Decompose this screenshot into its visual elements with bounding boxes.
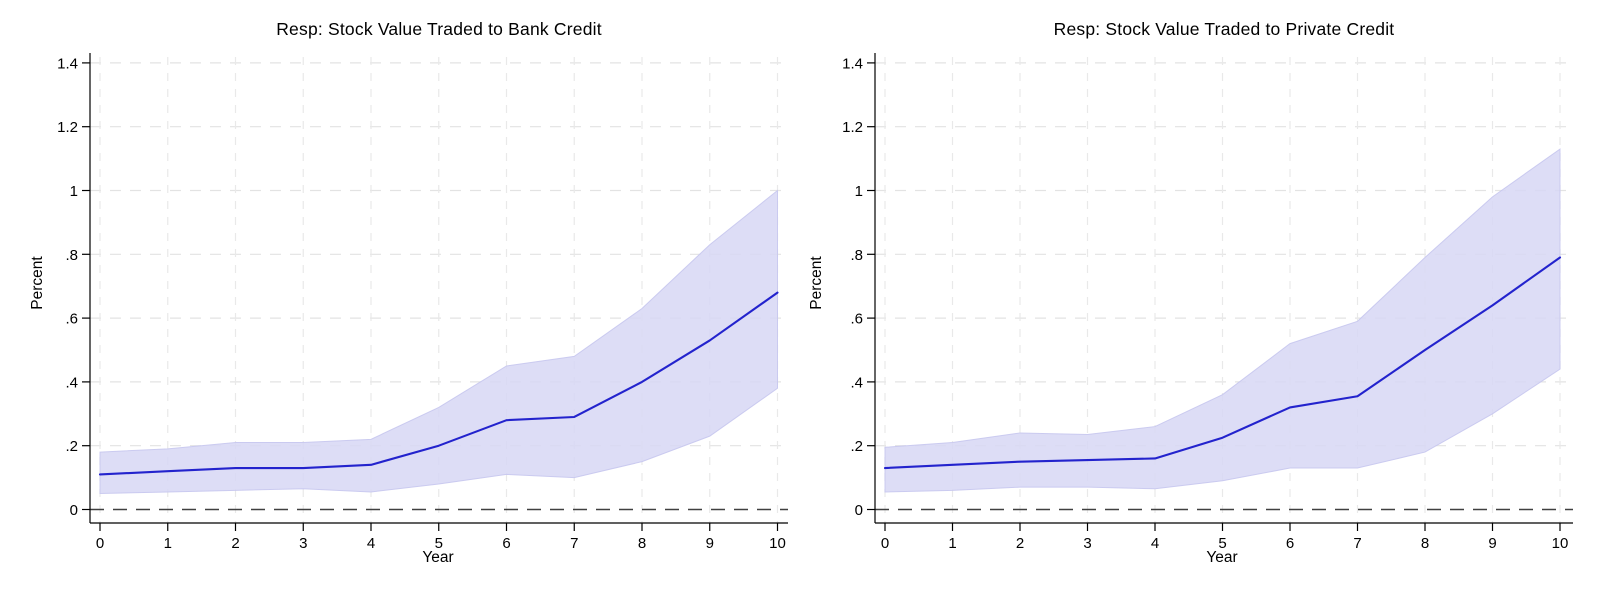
- y-tick-label: .8: [850, 247, 863, 264]
- x-tick-label: 5: [1218, 535, 1226, 552]
- x-tick-label: 5: [435, 535, 443, 552]
- y-tick-label: 1.4: [57, 55, 78, 72]
- x-axis-label-left: Year: [422, 549, 454, 566]
- x-tick-label: 3: [1083, 535, 1091, 552]
- x-tick-label: 7: [570, 535, 578, 552]
- y-tick-label: .2: [65, 438, 78, 455]
- y-tick-label: .2: [850, 438, 863, 455]
- x-tick-label: 9: [706, 535, 714, 552]
- y-tick-label: 1.4: [842, 55, 863, 72]
- x-tick-label: 10: [1552, 535, 1569, 552]
- response-line-private-credit: [883, 256, 1562, 470]
- y-tick-label: .6: [850, 311, 863, 328]
- y-tick-label: .4: [850, 374, 863, 391]
- y-axis-label-right: Percent: [808, 256, 825, 310]
- x-tick-label: 2: [231, 535, 239, 552]
- x-tick-label: 9: [1488, 535, 1496, 552]
- y-axis-label-left: Percent: [29, 256, 46, 310]
- axes-private-credit: 0 .2 .4 .6 .8 1 1.2 1.4 0 1 2 3 4 5 6 7 8 9 10: [842, 53, 1573, 552]
- y-tick-label: 1.2: [57, 119, 78, 136]
- x-tick-label: 4: [1151, 535, 1159, 552]
- y-tick-label: 1: [70, 183, 78, 200]
- x-tick-label: 7: [1353, 535, 1361, 552]
- x-tick-label: 6: [1286, 535, 1294, 552]
- confidence-band-bank-credit: [99, 189, 778, 495]
- x-axis-label-right: Year: [1206, 549, 1238, 566]
- y-tick-label: 1.2: [842, 119, 863, 136]
- x-tick-label: 3: [299, 535, 307, 552]
- panel-private-credit: 0 .2 .4 .6 .8 1 1.2 1.4 0 1 2 3 4 5 6 7 8 9 10: [842, 53, 1573, 552]
- y-tick-label: .4: [65, 374, 78, 391]
- x-tick-label: 10: [769, 535, 786, 552]
- x-tick-label: 8: [638, 535, 646, 552]
- y-tick-label: .6: [65, 311, 78, 328]
- y-tick-label: .8: [65, 247, 78, 264]
- x-tick-label: 2: [1016, 535, 1024, 552]
- x-tick-label: 8: [1421, 535, 1429, 552]
- x-tick-label: 0: [881, 535, 889, 552]
- y-tick-label: 1: [855, 183, 863, 200]
- x-tick-label: 4: [367, 535, 375, 552]
- panel-bank-credit: 0 .2 .4 .6 .8 1 1.2 1.4 0 1 2 3 4 5 6 7 8 9 10: [57, 53, 788, 552]
- panel-title-bank-credit: Resp: Stock Value Traded to Bank Credit: [276, 19, 602, 39]
- confidence-band-private-credit: [884, 148, 1561, 493]
- x-tick-label: 1: [164, 535, 172, 552]
- response-line-bank-credit: [98, 291, 779, 476]
- x-tick-label: 1: [948, 535, 956, 552]
- y-tick-label: 0: [70, 502, 78, 519]
- y-tick-label: 0: [855, 502, 863, 519]
- axes-bank-credit: 0 .2 .4 .6 .8 1 1.2 1.4 0 1 2 3 4 5 6 7 8 9 10: [57, 53, 788, 552]
- x-tick-label: 6: [502, 535, 510, 552]
- x-tick-label: 0: [96, 535, 104, 552]
- panel-title-private-credit: Resp: Stock Value Traded to Private Cred…: [1053, 19, 1395, 39]
